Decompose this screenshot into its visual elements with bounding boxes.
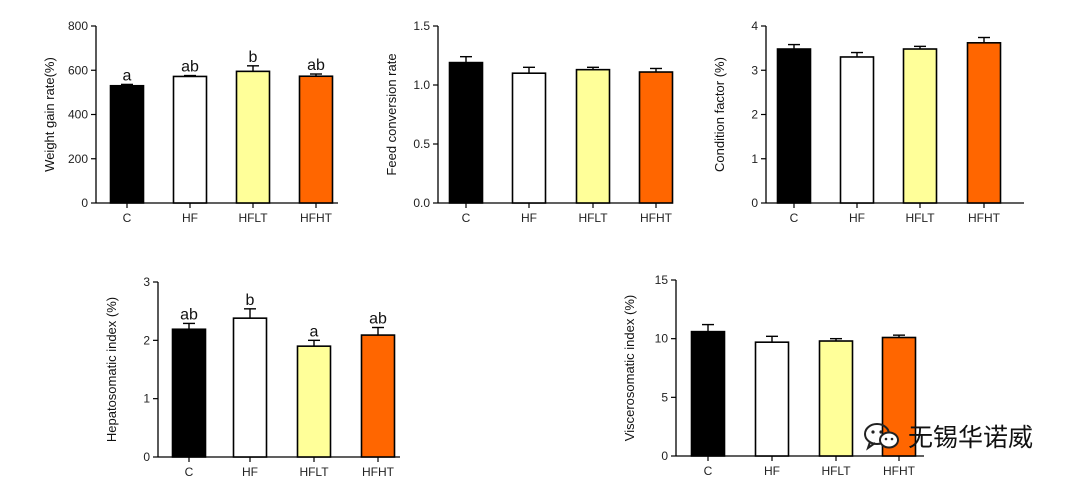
bar-HF — [839, 56, 875, 204]
y-tick-label: 2 — [143, 333, 150, 347]
x-tick-label: HFHT — [968, 211, 1001, 225]
significance-label: ab — [180, 306, 198, 323]
x-tick-label: HFHT — [640, 211, 673, 225]
bar-HF — [754, 341, 790, 457]
significance-label: ab — [369, 311, 387, 328]
chart-panel-4: 0 1 2 3 Hepatosomatic index (%) ab Cb HF a HFLT ab… — [104, 275, 400, 479]
y-tick-label: 15 — [655, 273, 669, 287]
y-axis-title: Weight gain rate(%) — [42, 57, 57, 172]
y-tick-label: 4 — [751, 19, 758, 33]
bar-HFHT — [638, 71, 674, 204]
x-tick-label: C — [185, 465, 194, 479]
bar-C — [109, 84, 145, 204]
x-tick-label: C — [123, 211, 132, 225]
y-tick-label: 3 — [143, 275, 150, 289]
significance-label: b — [246, 292, 255, 309]
y-tick-label: 1 — [143, 392, 150, 406]
bar-C — [171, 328, 207, 458]
x-tick-label: C — [790, 211, 799, 225]
x-tick-label: HF — [242, 465, 258, 479]
x-tick-label: HFLT — [821, 464, 851, 478]
y-axis-title: Viscerosomatic index (%) — [622, 295, 637, 441]
bar-C — [448, 61, 484, 204]
y-tick-label: 600 — [68, 63, 88, 77]
wechat-icon — [864, 423, 899, 451]
y-tick-label: 200 — [68, 152, 88, 166]
x-tick-label: HFHT — [362, 465, 395, 479]
significance-label: ab — [307, 57, 325, 74]
x-tick-label: HFLT — [905, 211, 935, 225]
significance-label: ab — [181, 59, 199, 76]
y-tick-label: 10 — [655, 332, 669, 346]
y-tick-label: 3 — [751, 63, 758, 77]
watermark-text: 无锡华诺威 — [908, 423, 1034, 452]
chart-panel-5: 0 5 10 15 Viscerosomatic index (%) C HF HFLT HFH… — [622, 273, 924, 478]
y-tick-label: 0 — [661, 449, 668, 463]
x-tick-label: HF — [849, 211, 865, 225]
x-tick-label: HFLT — [299, 465, 329, 479]
x-tick-label: HF — [182, 211, 198, 225]
bar-HF — [172, 75, 208, 204]
x-tick-label: HFHT — [300, 211, 333, 225]
y-tick-label: 0 — [81, 196, 88, 210]
y-axis-title: Condition factor (%) — [712, 57, 727, 172]
chart-panel-2: 0.0 0.5 1.0 1.5 Feed conversion rate C HF HFLT H… — [384, 19, 674, 225]
x-tick-label: HF — [764, 464, 780, 478]
y-tick-label: 0.0 — [413, 196, 430, 210]
y-tick-label: 1 — [751, 152, 758, 166]
bar-HFLT — [818, 340, 854, 457]
y-tick-label: 1.5 — [413, 19, 430, 33]
chart-panel-1: 0 200 400 600 800 Weight gain rate(%) a Cab HF b H… — [42, 19, 338, 225]
bar-HFHT — [360, 334, 396, 458]
bar-HFLT — [902, 48, 938, 204]
significance-label: b — [249, 49, 258, 66]
watermark: 无锡华诺威 — [862, 418, 1033, 454]
x-tick-label: HFLT — [238, 211, 268, 225]
x-tick-label: HFLT — [578, 211, 608, 225]
bar-C — [690, 330, 726, 457]
y-tick-label: 2 — [751, 108, 758, 122]
x-tick-label: C — [462, 211, 471, 225]
y-tick-label: 0.5 — [413, 137, 430, 151]
chart-panel-3: 0 1 2 3 4 Condition factor (%) C HF HFLT HFHT — [712, 19, 1024, 225]
bar-HFHT — [298, 75, 334, 204]
y-tick-label: 400 — [68, 108, 88, 122]
significance-label: a — [310, 323, 319, 340]
x-tick-label: C — [704, 464, 713, 478]
bar-HFLT — [296, 345, 332, 458]
y-tick-label: 1.0 — [413, 78, 430, 92]
bar-HFLT — [235, 70, 271, 204]
y-tick-label: 0 — [751, 196, 758, 210]
bar-HF — [511, 72, 547, 204]
y-tick-label: 0 — [143, 450, 150, 464]
bar-HFLT — [575, 68, 611, 204]
x-tick-label: HFHT — [883, 464, 916, 478]
y-tick-label: 800 — [68, 19, 88, 33]
significance-label: a — [123, 67, 132, 84]
bar-HF — [232, 317, 268, 458]
bar-C — [776, 48, 812, 204]
y-axis-title: Hepatosomatic index (%) — [104, 297, 119, 442]
y-tick-label: 5 — [661, 390, 668, 404]
y-axis-title: Feed conversion rate — [384, 53, 399, 175]
bar-HFHT — [966, 42, 1002, 204]
x-tick-label: HF — [521, 211, 537, 225]
